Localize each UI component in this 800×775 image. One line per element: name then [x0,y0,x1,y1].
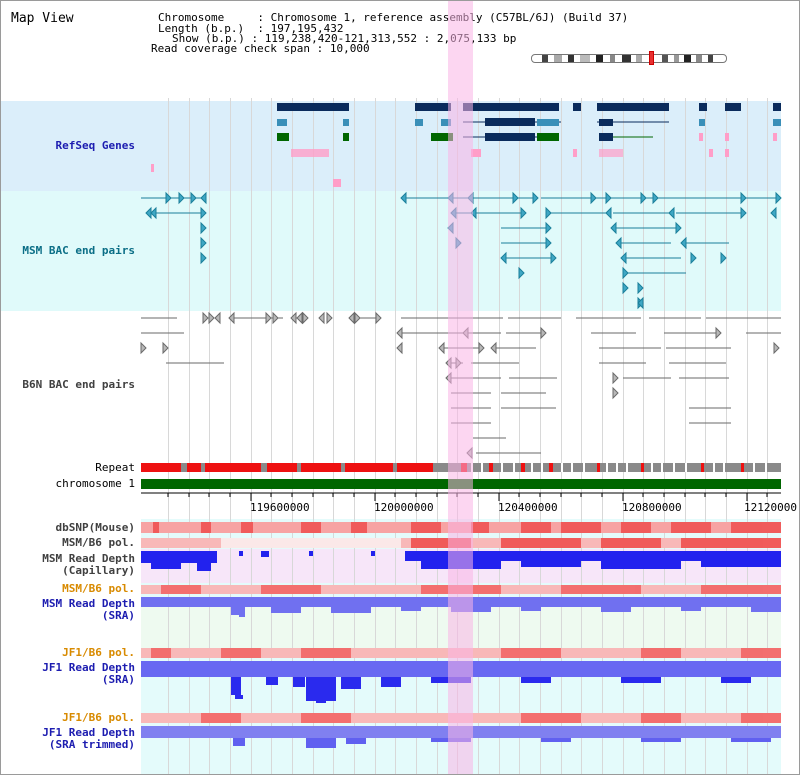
selected-region-highlight[interactable] [448,1,473,774]
track-label-refseq[interactable]: RefSeq Genes [55,139,135,152]
track-label-jf1-depth-trimmed-line1: JF1 Read Depth [42,726,135,739]
length-value: 197,195,432 [270,22,344,35]
track-label-repeat[interactable]: Repeat [95,461,135,474]
axis-tick-label: 12120000 [744,501,797,514]
length-label: Length (b.p.) [158,22,245,35]
track-label-dbsnp[interactable]: dbSNP(Mouse) [55,521,135,534]
length-info-row: Length (b.p.) : 197,195,432 [158,22,344,35]
track-label-jf1-b6-pol-1[interactable]: JF1/B6 pol. [62,646,135,659]
view-title: Map View [11,11,74,26]
track-label-jf1-depth-sra-line1: JF1 Read Depth [42,661,135,674]
track-label-msm-depth-capillary-line2: (Capillary) [62,564,135,577]
track-label-chromosome[interactable]: chromosome 1 [55,477,135,490]
axis-tick-label: 120800000 [622,501,682,514]
axis-tick-label: 120000000 [374,501,434,514]
track-label-msm-depth-sra-line1: MSM Read Depth [42,597,135,610]
track-label-msm-depth-capillary[interactable]: MSM Read Depth (Capillary) [1,553,135,577]
track-label-jf1-b6-pol-2[interactable]: JF1/B6 pol. [62,711,135,724]
track-label-msm-depth-capillary-line1: MSM Read Depth [42,552,135,565]
dbsnp-dense-marks [153,522,781,533]
chromosome-label: Chromosome [158,11,225,24]
ideogram-position-marker[interactable] [649,51,654,65]
track-label-jf1-depth-sra-line2: (SRA) [101,673,135,686]
track-label-msm-b6-pol-1[interactable]: MSM/B6 pol. [62,536,135,549]
coverage-value: 10,000 [329,42,370,55]
track-label-jf1-depth-trimmed-line2: (SRA trimmed) [48,738,135,751]
show-label: Show (b.p.) [172,32,245,45]
jf1-trim-depth-bars [233,738,771,748]
axis-tick-label: 119600000 [250,501,310,514]
chromosome-ideogram[interactable] [531,54,727,63]
track-label-jf1-depth-trimmed[interactable]: JF1 Read Depth (SRA trimmed) [1,727,135,751]
axis-ticks [167,493,768,501]
repeat-track-marks [141,463,744,472]
track-label-jf1-depth-sra[interactable]: JF1 Read Depth (SRA) [1,662,135,686]
refseq-gene-glyphs [151,103,781,187]
axis-tick-label: 120400000 [498,501,558,514]
track-label-b6n-bac[interactable]: B6N BAC end pairs [22,378,135,391]
track-label-msm-b6-pol-2[interactable]: MSM/B6 pol. [62,582,135,595]
msm-bac-track-bg [1,191,781,311]
track-label-msm-depth-sra-line2: (SRA) [101,609,135,622]
track-label-msm-depth-sra[interactable]: MSM Read Depth (SRA) [1,598,135,622]
refseq-track-bg [1,101,781,191]
coverage-label: Read coverage check span [151,42,310,55]
msm-capillary-depth-bars [141,551,781,571]
msm-sra-depth-bars [231,607,781,617]
jf1-sra-depth-bars [231,677,751,703]
coverage-info-row: Read coverage check span : 10,000 [151,42,370,55]
track-label-msm-bac[interactable]: MSM BAC end pairs [22,244,135,257]
b6n-bac-end-pairs [140,311,781,460]
